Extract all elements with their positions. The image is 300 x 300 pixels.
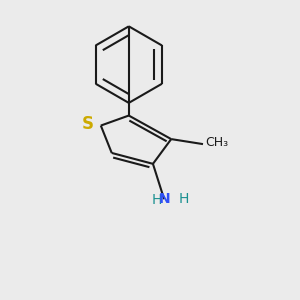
Text: H: H: [152, 194, 162, 207]
Text: N: N: [158, 192, 170, 206]
Text: S: S: [82, 115, 94, 133]
Text: H: H: [179, 192, 189, 206]
Text: CH₃: CH₃: [206, 136, 229, 149]
